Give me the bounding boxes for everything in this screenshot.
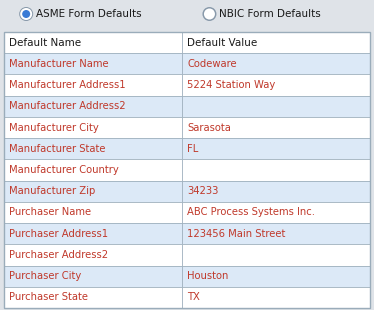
Text: Purchaser State: Purchaser State <box>9 292 88 302</box>
Bar <box>182 202 370 223</box>
Bar <box>182 287 370 308</box>
Text: Default Value: Default Value <box>187 38 257 48</box>
Bar <box>182 74 370 96</box>
Text: Default Name: Default Name <box>9 38 81 48</box>
Circle shape <box>20 8 32 20</box>
Text: Manufacturer Address1: Manufacturer Address1 <box>9 80 126 90</box>
Circle shape <box>202 7 217 21</box>
Text: FL: FL <box>187 144 199 154</box>
Text: Sarasota: Sarasota <box>187 122 231 133</box>
Text: Manufacturer City: Manufacturer City <box>9 122 99 133</box>
Text: Manufacturer Zip: Manufacturer Zip <box>9 186 95 196</box>
Text: NBIC Form Defaults: NBIC Form Defaults <box>220 9 321 19</box>
Text: Purchaser Address1: Purchaser Address1 <box>9 229 108 239</box>
Text: 34233: 34233 <box>187 186 219 196</box>
Text: Houston: Houston <box>187 271 229 281</box>
Text: Manufacturer Name: Manufacturer Name <box>9 59 108 69</box>
Bar <box>182 181 370 202</box>
Bar <box>4 53 182 74</box>
Bar <box>4 159 182 181</box>
Text: Manufacturer Country: Manufacturer Country <box>9 165 119 175</box>
Bar <box>4 181 182 202</box>
Text: Manufacturer Address2: Manufacturer Address2 <box>9 101 126 111</box>
Circle shape <box>19 7 33 21</box>
Text: Purchaser Name: Purchaser Name <box>9 207 91 217</box>
Text: 123456 Main Street: 123456 Main Street <box>187 229 286 239</box>
Bar <box>182 32 370 53</box>
Text: ABC Process Systems Inc.: ABC Process Systems Inc. <box>187 207 315 217</box>
Bar <box>182 96 370 117</box>
Circle shape <box>22 10 30 18</box>
Text: Codeware: Codeware <box>187 59 237 69</box>
Bar <box>182 138 370 159</box>
Bar <box>4 32 370 308</box>
Bar <box>4 117 182 138</box>
Text: TX: TX <box>187 292 200 302</box>
Bar <box>4 202 182 223</box>
Text: Manufacturer State: Manufacturer State <box>9 144 105 154</box>
Bar <box>182 159 370 181</box>
Bar <box>182 223 370 244</box>
Circle shape <box>204 8 215 20</box>
Bar <box>4 138 182 159</box>
Bar <box>182 117 370 138</box>
Bar <box>4 266 182 287</box>
Text: 5224 Station Way: 5224 Station Way <box>187 80 276 90</box>
Text: Purchaser City: Purchaser City <box>9 271 81 281</box>
Bar <box>4 223 182 244</box>
Text: Purchaser Address2: Purchaser Address2 <box>9 250 108 260</box>
Bar <box>182 53 370 74</box>
Bar <box>4 32 182 53</box>
Bar <box>4 244 182 266</box>
Bar <box>182 266 370 287</box>
Bar <box>182 244 370 266</box>
Bar <box>4 287 182 308</box>
Text: ASME Form Defaults: ASME Form Defaults <box>36 9 142 19</box>
Bar <box>4 96 182 117</box>
Bar <box>4 74 182 96</box>
